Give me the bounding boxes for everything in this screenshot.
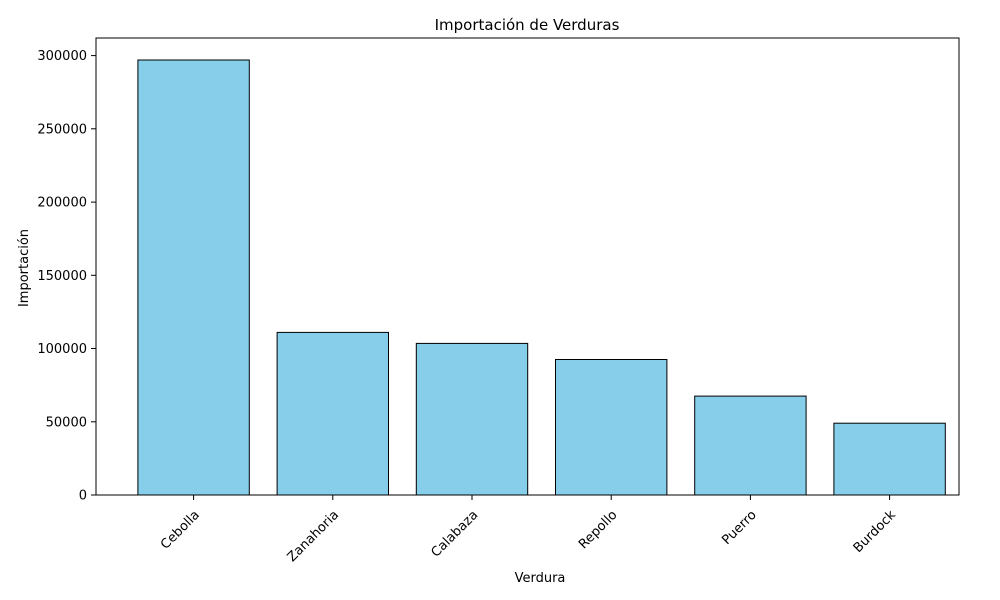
y-tick-label: 150000 — [37, 269, 87, 284]
bars-group — [137, 59, 946, 496]
bar-puerro — [694, 395, 807, 496]
plot-area-frame — [95, 37, 960, 496]
y-axis-label: Importación — [17, 229, 32, 307]
y-tick-label: 200000 — [37, 196, 87, 211]
y-tick-label: 300000 — [37, 49, 87, 64]
x-tick-label: Repollo — [576, 508, 620, 552]
x-tick-label: Cebolla — [158, 508, 203, 553]
bar-burdock — [833, 422, 946, 496]
x-tick-label: Burdock — [851, 507, 900, 556]
y-tick-label: 250000 — [37, 122, 87, 137]
y-tick-label: 100000 — [37, 342, 87, 357]
y-axis-ticks: 0 50000 100000 150000 200000 250000 300000 — [37, 49, 96, 504]
x-tick-label: Puerro — [719, 508, 759, 548]
bar-cebolla — [137, 59, 250, 496]
bar-calabaza — [415, 342, 529, 496]
y-tick-label: 0 — [79, 489, 87, 504]
bar-repollo — [555, 359, 668, 496]
chart-title: Importación de Verduras — [435, 16, 620, 34]
y-tick-label: 50000 — [46, 415, 87, 430]
x-tick-label: Zanahoria — [285, 508, 342, 565]
x-axis-ticks: Cebolla Zanahoria Calabaza Repollo Puerro Bur… — [158, 495, 899, 565]
bar-zanahoria — [276, 331, 390, 496]
x-axis-label: Verdura — [515, 571, 566, 586]
x-tick-label: Calabaza — [429, 508, 482, 561]
